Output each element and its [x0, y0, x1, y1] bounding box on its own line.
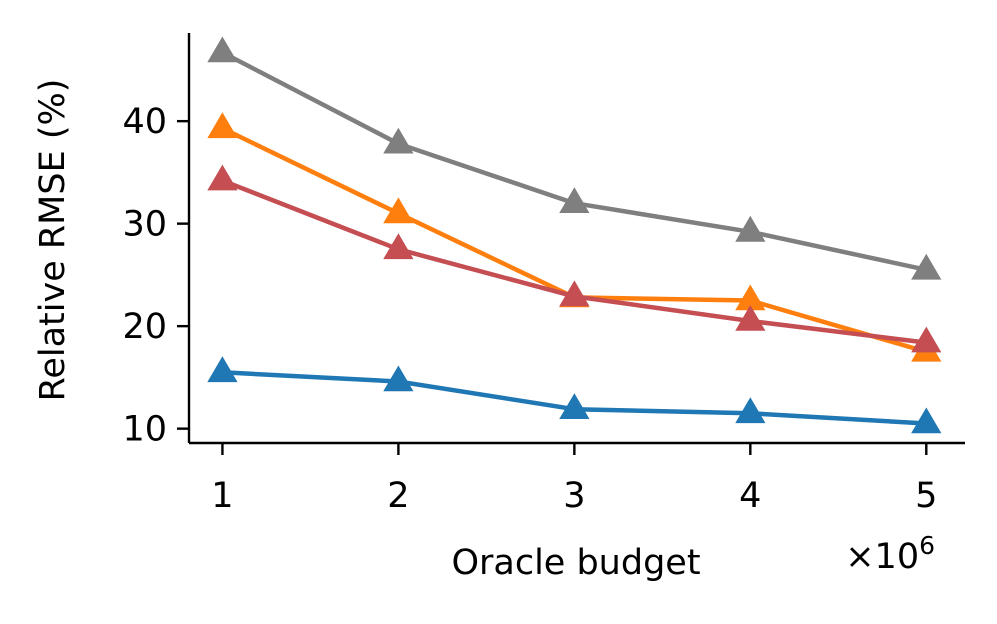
data-point-marker [383, 127, 414, 154]
x-multiplier-exponent: 6 [919, 531, 935, 560]
x-multiplier-base: ×10 [845, 537, 919, 577]
data-point-marker [735, 397, 766, 424]
data-point-marker [559, 280, 590, 307]
data-point-marker [207, 164, 238, 191]
x-axis-label: Oracle budget [451, 543, 700, 583]
series-group [207, 36, 942, 434]
data-point-marker [383, 233, 414, 260]
data-point-marker [207, 356, 238, 383]
data-point-marker [911, 253, 942, 280]
data-point-marker [559, 187, 590, 213]
y-tick-label: 20 [122, 307, 167, 347]
x-tick-label: 2 [387, 476, 409, 516]
data-point-marker [383, 365, 414, 392]
series-4 [207, 356, 942, 434]
series-3 [207, 164, 942, 353]
y-tick-label: 30 [122, 205, 167, 245]
x-tick-label: 1 [211, 476, 233, 516]
axes: 10 20 30 40 1 2 3 4 5 [122, 33, 965, 516]
series-line [220, 50, 929, 273]
y-axis-label: Relative RMSE (%) [33, 79, 73, 402]
data-point-marker [911, 326, 942, 353]
series-2 [207, 112, 942, 362]
x-tick-label: 4 [739, 476, 761, 516]
axis-labels: Relative RMSE (%) Oracle budget ×106 [33, 79, 935, 583]
x-axis-multiplier: ×106 [845, 531, 935, 577]
x-tick-label: 3 [563, 476, 585, 516]
series-line [220, 126, 929, 355]
data-point-marker [559, 393, 590, 419]
y-tick-label: 10 [122, 410, 167, 450]
data-point-marker [383, 197, 414, 224]
data-point-marker [735, 305, 766, 331]
x-tick-label: 5 [915, 476, 937, 516]
data-point-marker [735, 215, 766, 242]
data-point-marker [911, 407, 942, 434]
series-1 [207, 36, 942, 280]
y-tick-label: 40 [122, 102, 167, 142]
data-point-marker [207, 36, 238, 63]
data-point-marker [207, 112, 238, 139]
